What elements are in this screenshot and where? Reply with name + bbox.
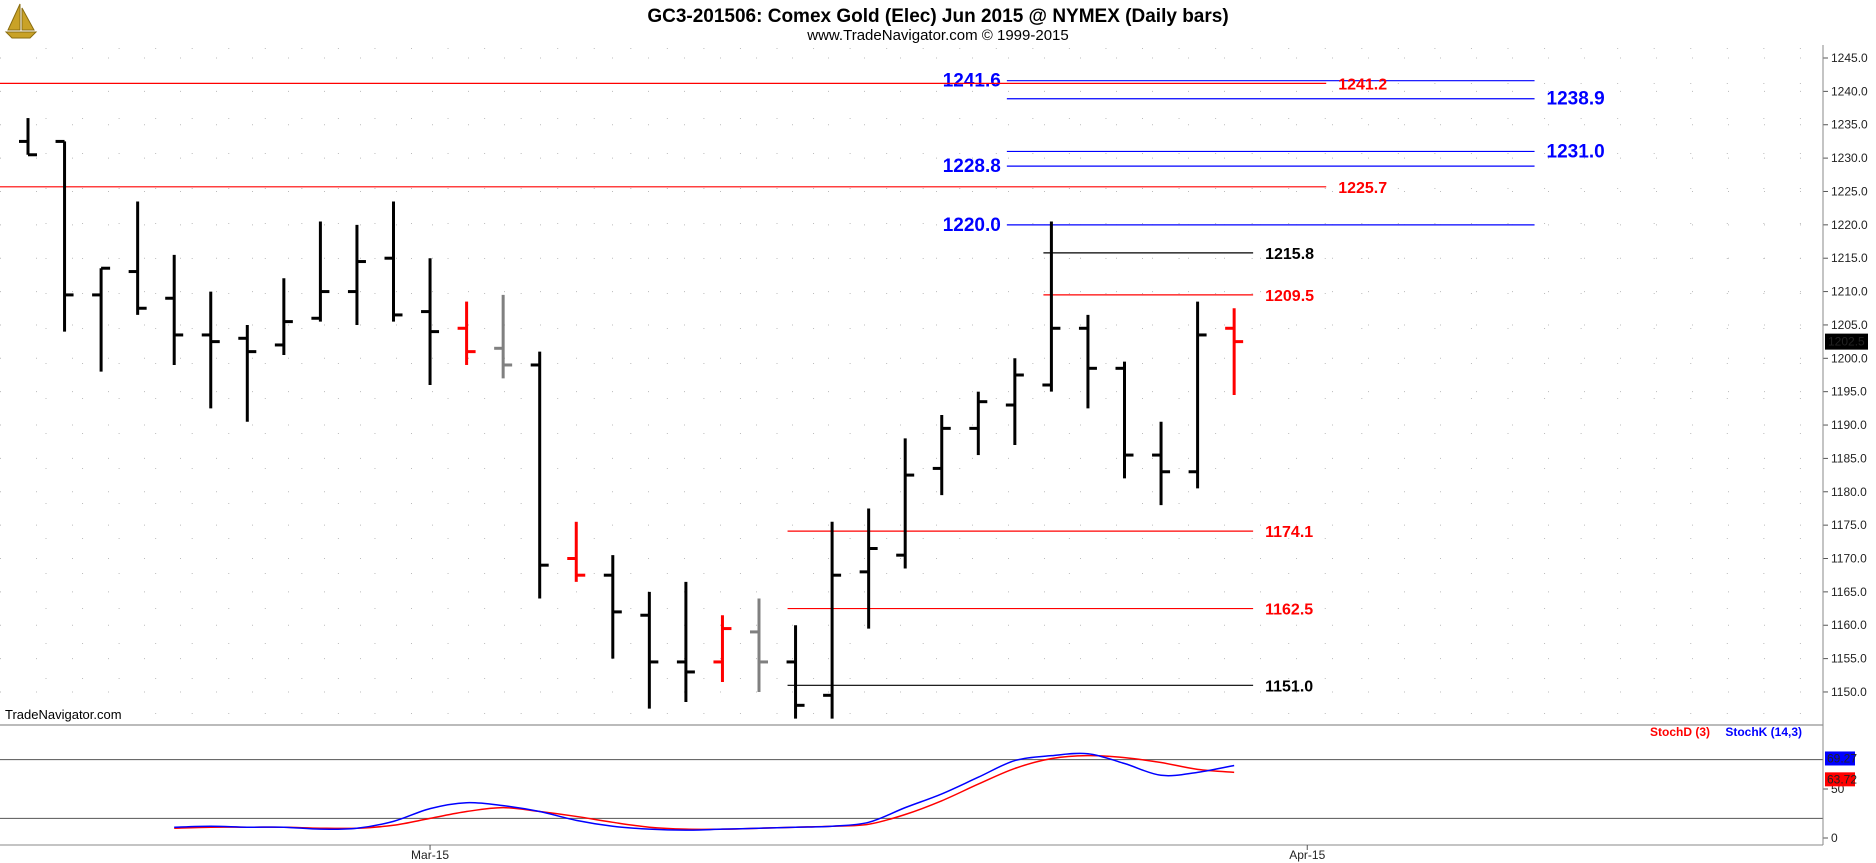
ohlc-bar (421, 258, 440, 385)
ind-y-tick-label: 0 (1831, 831, 1838, 845)
level-label: 1228.8 (943, 156, 1001, 177)
y-tick-label: 1235.0 (1831, 118, 1868, 132)
x-tick-label: Mar-15 (411, 848, 449, 862)
price-bars (19, 118, 1244, 719)
sailboat-logo-icon (4, 3, 38, 39)
x-tick-label: Apr-15 (1289, 848, 1325, 862)
y-tick-label: 1245.0 (1831, 51, 1868, 65)
y-tick-label: 1220.0 (1831, 218, 1868, 232)
ohlc-bar (1115, 361, 1134, 479)
y-tick-label: 1240.0 (1831, 84, 1868, 98)
level-label: 1225.7 (1338, 180, 1387, 197)
ohlc-bar (55, 139, 74, 332)
ohlc-bar (494, 294, 513, 379)
ohlc-bar (238, 324, 257, 422)
ohlc-bar (311, 221, 330, 322)
legend-stochk: StochK (14,3) (1725, 725, 1802, 739)
level-label: 1238.9 (1547, 89, 1605, 110)
level-label: 1241.2 (1338, 76, 1387, 93)
level-label: 1231.0 (1547, 141, 1605, 162)
y-tick-label: 1150.0 (1831, 685, 1867, 699)
level-label: 1209.5 (1265, 288, 1314, 305)
level-label: 1220.0 (943, 215, 1001, 236)
y-tick-label: 1155.0 (1831, 652, 1867, 666)
x-axis: Mar-15 Apr-15 (411, 845, 1326, 862)
y-tick-label: 1165.0 (1831, 585, 1867, 599)
price-axis: 1245.0 1240.0 1235.0 1230.0 1225.0 1220.0 1215… (1823, 51, 1868, 699)
stoch-last-box (1825, 751, 1855, 766)
ohlc-bar (1152, 421, 1171, 506)
price-levels: 1241.6 1238.9 1231.0 1228.8 1220.0 1241.2 1225… (0, 71, 1605, 695)
y-tick-label: 1225.0 (1831, 184, 1868, 198)
ohlc-bar (1078, 314, 1097, 409)
legend-stochd: StochD (3) (1650, 725, 1710, 739)
ohlc-bar (969, 391, 988, 456)
price-panel-bg (0, 45, 1823, 725)
ohlc-bar (1005, 358, 1024, 446)
ohlc-bar (19, 118, 37, 157)
ohlc-bar (1188, 301, 1207, 489)
ohlc-bar (786, 625, 805, 719)
watermark: TradeNavigator.com (5, 707, 122, 722)
ohlc-bar (1225, 308, 1244, 396)
ohlc-bar (567, 521, 586, 582)
ohlc-bar (201, 291, 220, 409)
chart-title: GC3-201506: Comex Gold (Elec) Jun 2015 @… (647, 6, 1228, 27)
ohlc-bar (457, 301, 476, 365)
y-tick-label: 1190.0 (1831, 418, 1867, 432)
level-label: 1241.6 (943, 71, 1001, 92)
stoch-line (174, 752, 1235, 831)
ohlc-bar (1042, 221, 1061, 392)
y-tick-label: 1215.0 (1831, 251, 1868, 265)
ohlc-bar (603, 555, 622, 659)
ohlc-bar (92, 266, 111, 372)
y-tick-label: 1200.0 (1831, 351, 1868, 365)
ohlc-bar (347, 224, 366, 325)
indicator-legend: StochD (3) StochK (14,3) (1650, 725, 1802, 739)
ohlc-bar (384, 201, 403, 322)
indicator-grid (0, 759, 1823, 819)
y-tick-label: 1210.0 (1831, 285, 1868, 299)
y-tick-label: 1185.0 (1831, 451, 1867, 465)
level-label: 1151.0 (1265, 678, 1313, 695)
y-tick-label: 1230.0 (1831, 151, 1868, 165)
ohlc-bar (896, 438, 915, 569)
ohlc-bar (750, 598, 768, 692)
last-price-box (1825, 333, 1868, 350)
level-label: 1162.5 (1265, 602, 1313, 619)
level-label: 1215.8 (1265, 246, 1314, 263)
y-tick-label: 1160.0 (1831, 618, 1867, 632)
ohlc-bar (932, 415, 951, 496)
indicator-lines (174, 752, 1235, 831)
y-tick-label: 1175.0 (1831, 518, 1867, 532)
ohlc-bar (713, 615, 732, 682)
y-tick-label: 1180.0 (1831, 485, 1867, 499)
ohlc-bar (165, 254, 184, 365)
ohlc-bar (676, 581, 695, 702)
ohlc-bar (274, 278, 293, 355)
level-label: 1174.1 (1265, 524, 1313, 541)
stoch-last-label: 63.72 (1827, 772, 1857, 786)
y-tick-label: 1195.0 (1831, 385, 1867, 399)
y-tick-label: 1170.0 (1831, 552, 1867, 566)
stoch-last-box (1825, 772, 1855, 787)
ohlc-bar (823, 521, 842, 719)
ohlc-bar (859, 508, 878, 629)
y-tick-label: 1205.0 (1831, 318, 1868, 332)
last-price-label: 1202.5 (1828, 335, 1865, 349)
ohlc-bar (530, 351, 549, 599)
ohlc-bar (640, 591, 659, 709)
logo (4, 3, 38, 39)
ohlc-bar (128, 201, 147, 315)
stoch-last-label: 69.27 (1827, 751, 1857, 765)
chart-subtitle: www.TradeNavigator.com © 1999-2015 (806, 27, 1068, 44)
